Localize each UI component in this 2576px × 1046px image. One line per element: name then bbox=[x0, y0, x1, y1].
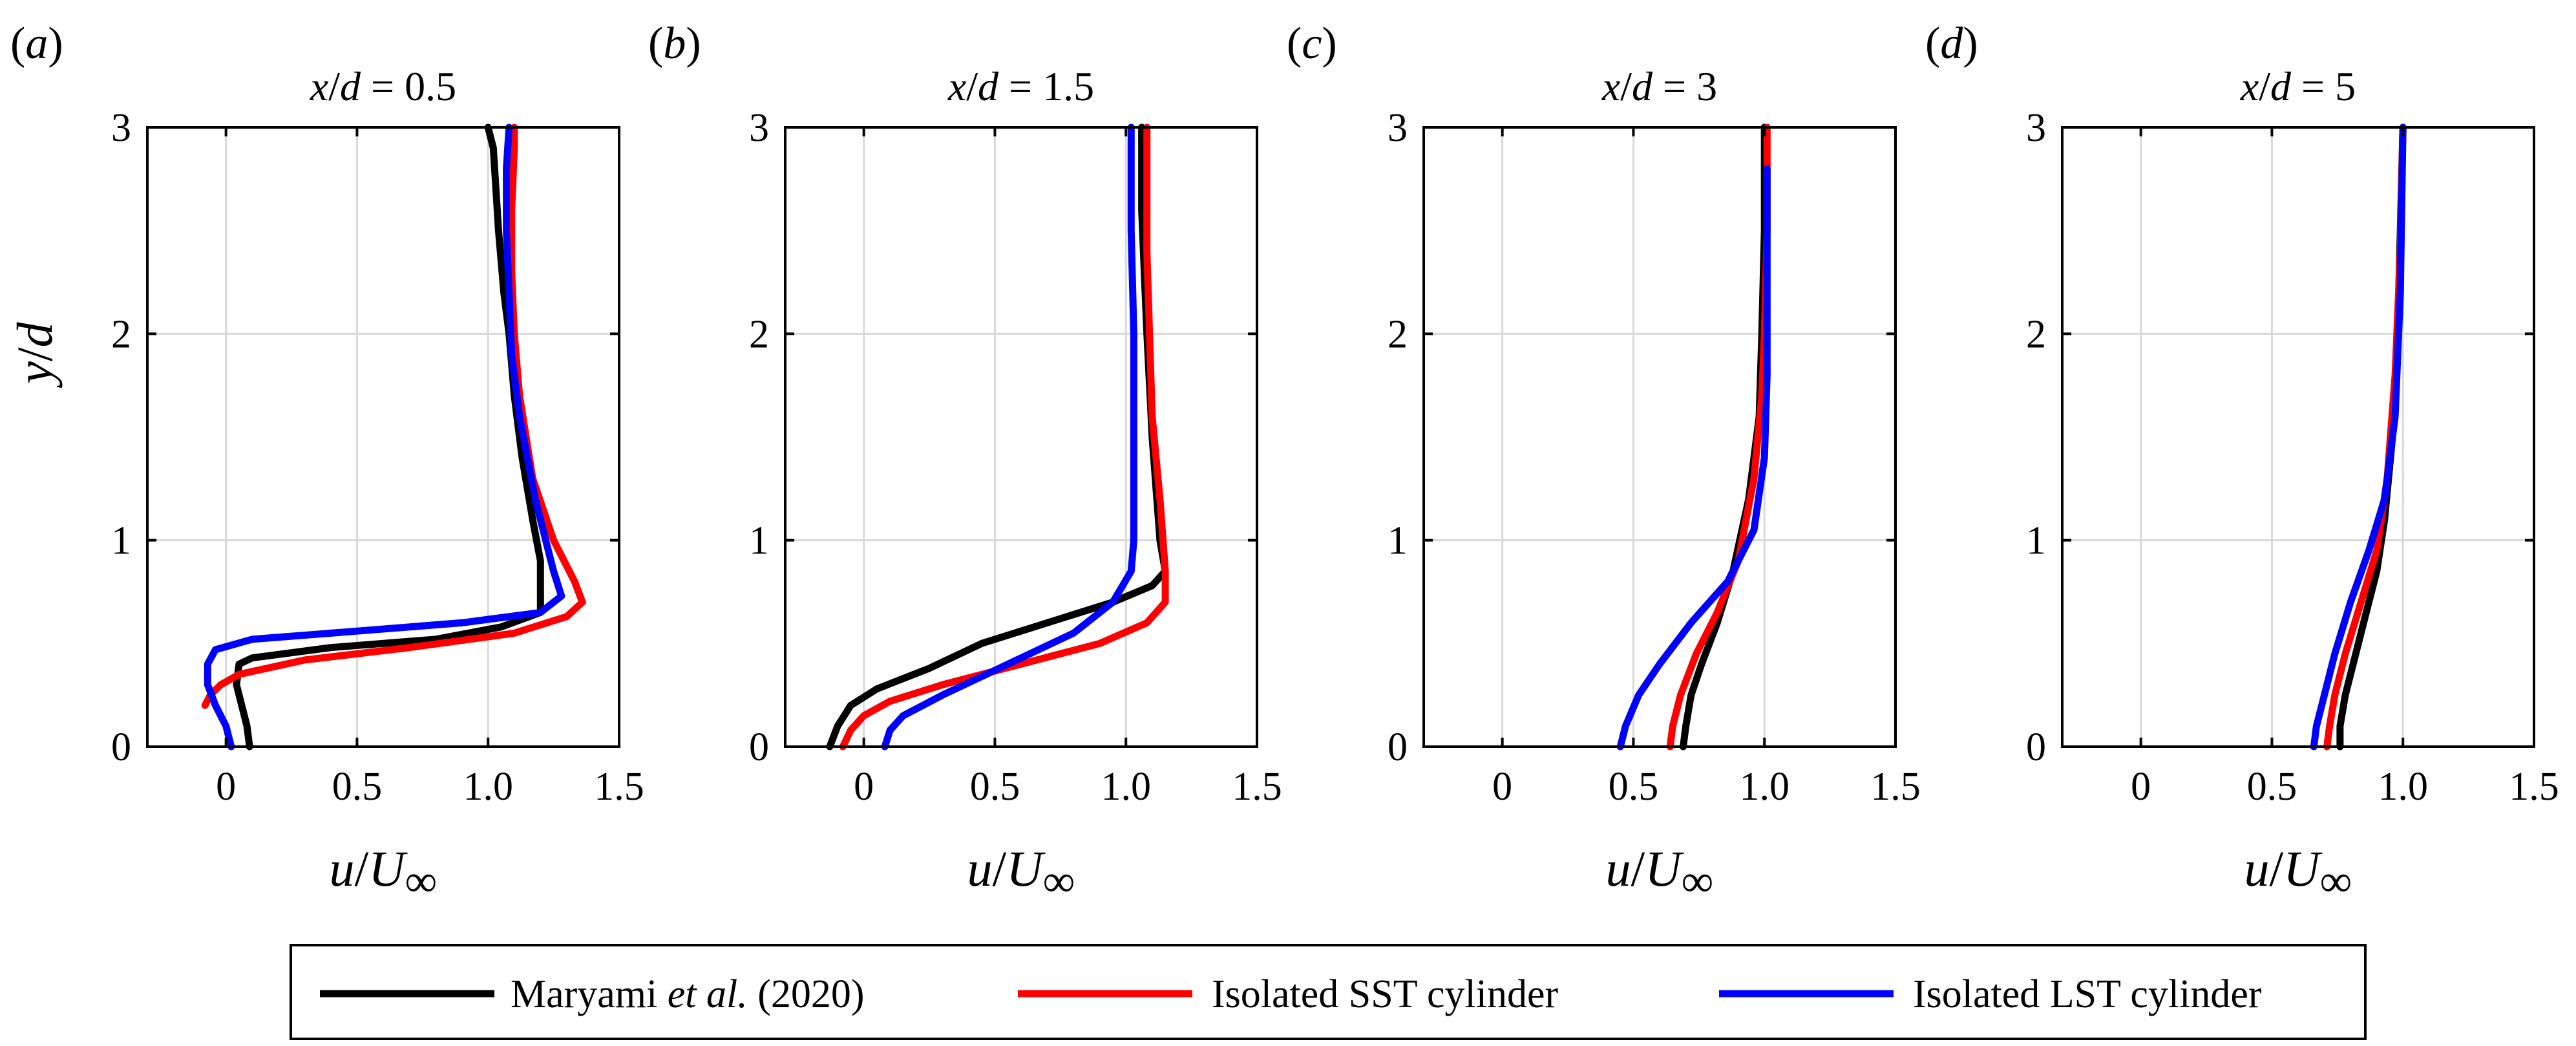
panel-d: 0 0.5 1.0 1.5 0 1 2 3 (d) x/d = 5 u/U∞ bbox=[1925, 19, 2559, 906]
x-tick-label: 1.5 bbox=[594, 765, 644, 809]
series-line-sst bbox=[1666, 123, 1771, 751]
series-line-maryami bbox=[233, 123, 544, 751]
panel-label: (d) bbox=[1925, 19, 1978, 69]
legend-item-maryami: Maryami et al. (2020) bbox=[320, 972, 865, 1016]
series-line-lst bbox=[2310, 123, 2407, 751]
x-tick-label: 1.0 bbox=[463, 765, 513, 809]
x-tick-label: 1.5 bbox=[1232, 765, 1282, 809]
y-tick-label: 3 bbox=[749, 106, 769, 150]
y-tick-label: 2 bbox=[749, 312, 769, 356]
legend-item-sst: Isolated SST cylinder bbox=[1018, 972, 1558, 1016]
x-axis-label: u/U∞ bbox=[330, 840, 438, 906]
plot-frame bbox=[146, 126, 620, 748]
x-tick-label: 1.5 bbox=[2509, 765, 2559, 809]
y-axis-label: y/d bbox=[6, 321, 63, 388]
panel-b: 0 0.5 1.0 1.5 0 1 2 3 (b) x/d = 1.5 u/U∞ bbox=[648, 19, 1282, 906]
series-line-lst bbox=[1616, 165, 1771, 751]
y-tick-label: 3 bbox=[111, 106, 131, 150]
x-tick-label: 0.5 bbox=[2247, 765, 2297, 809]
x-tick-label: 1.0 bbox=[1101, 765, 1151, 809]
panel-title: x/d = 0.5 bbox=[310, 63, 456, 109]
y-tick-label: 3 bbox=[2026, 106, 2046, 150]
y-tick-label: 1 bbox=[111, 519, 131, 563]
plot-frame bbox=[2061, 126, 2535, 748]
plot-frame bbox=[1422, 126, 1897, 748]
legend-box bbox=[290, 944, 2367, 1040]
x-tick-label: 0.5 bbox=[970, 765, 1020, 809]
series-line-maryami bbox=[826, 123, 1169, 751]
y-tick-label: 1 bbox=[749, 519, 769, 563]
y-tick-label: 0 bbox=[2026, 725, 2046, 769]
x-tick-label: 0.5 bbox=[332, 765, 383, 809]
panel-title: x/d = 1.5 bbox=[947, 63, 1094, 109]
y-tick-label: 1 bbox=[2026, 519, 2046, 563]
legend-item-lst: Isolated LST cylinder bbox=[1719, 972, 2262, 1016]
y-tick-label: 2 bbox=[1388, 312, 1408, 356]
x-tick-label: 1.0 bbox=[2378, 765, 2428, 809]
legend-label: Isolated LST cylinder bbox=[1913, 972, 2262, 1016]
x-tick-label: 1.0 bbox=[1739, 765, 1789, 809]
x-axis-label: u/U∞ bbox=[2244, 840, 2352, 906]
y-tick-label: 3 bbox=[1388, 106, 1408, 150]
plot-frame bbox=[784, 126, 1258, 748]
series-line-lst bbox=[204, 123, 565, 751]
legend: Maryami et al. (2020) Isolated SST cylind… bbox=[290, 944, 2367, 1040]
y-tick-label: 2 bbox=[111, 312, 131, 356]
x-tick-label: 0 bbox=[2131, 765, 2151, 809]
panel-label: (c) bbox=[1287, 19, 1337, 69]
panel-a: 0 0.5 1.0 1.5 0 1 2 3 (a) x/d = 0.5 u/U∞ y/d bbox=[6, 19, 644, 906]
series-line-lst bbox=[881, 123, 1137, 751]
x-tick-label: 1.5 bbox=[1870, 765, 1921, 809]
legend-label: Maryami et al. (2020) bbox=[511, 972, 865, 1016]
panel-title: x/d = 5 bbox=[2240, 63, 2356, 109]
panel-title: x/d = 3 bbox=[1601, 63, 1717, 109]
y-tick-label: 0 bbox=[111, 725, 131, 769]
series-line-sst bbox=[839, 123, 1169, 751]
panel-label: (a) bbox=[10, 19, 63, 69]
x-tick-label: 0 bbox=[1492, 765, 1512, 809]
y-tick-label: 2 bbox=[2026, 312, 2046, 356]
x-axis-label: u/U∞ bbox=[1606, 840, 1714, 906]
y-tick-label: 0 bbox=[1388, 725, 1408, 769]
x-tick-label: 0 bbox=[216, 765, 236, 809]
x-axis-label: u/U∞ bbox=[967, 840, 1075, 906]
panel-label: (b) bbox=[648, 19, 701, 69]
series-line-sst bbox=[201, 123, 586, 709]
y-tick-label: 1 bbox=[1388, 519, 1408, 563]
panel-c: 0 0.5 1.0 1.5 0 1 2 3 (c) x/d = 3 u/U∞ bbox=[1287, 19, 1921, 906]
y-tick-label: 0 bbox=[749, 725, 769, 769]
x-tick-label: 0 bbox=[854, 765, 874, 809]
legend-label: Isolated SST cylinder bbox=[1212, 972, 1558, 1016]
x-tick-label: 0.5 bbox=[1609, 765, 1659, 809]
